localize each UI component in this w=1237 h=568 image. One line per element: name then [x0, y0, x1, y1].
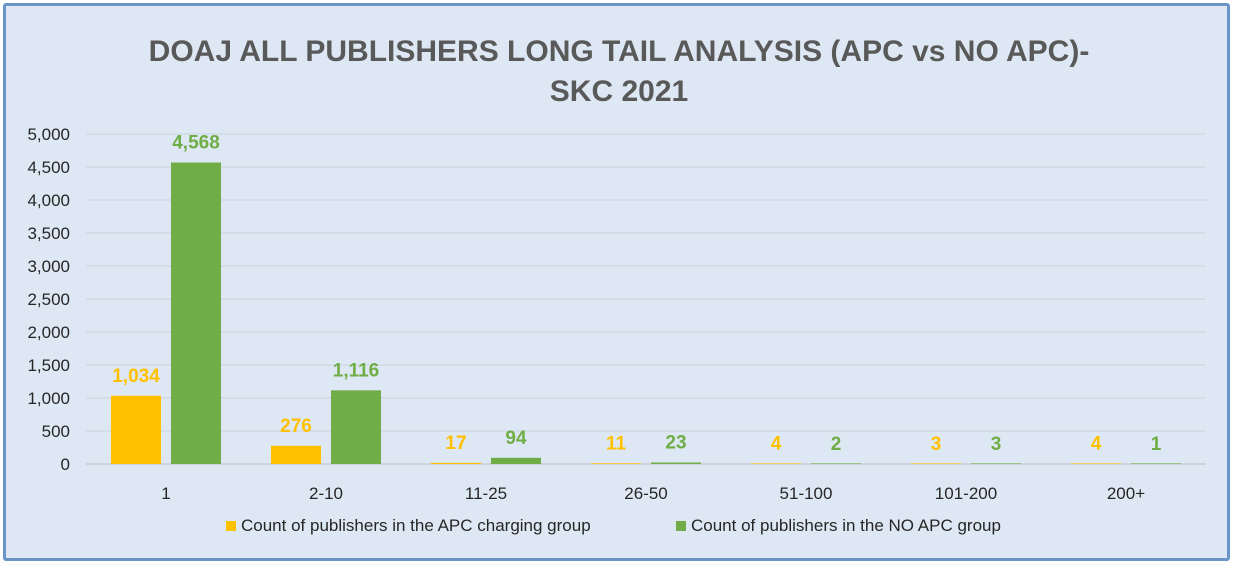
bar-no-apc: [491, 457, 541, 464]
chart-title-line-2: SKC 2021: [550, 75, 688, 108]
legend: Count of publishers in the APC charging …: [226, 516, 1001, 535]
y-tick-label: 3,000: [27, 257, 70, 276]
data-label: 1,034: [112, 366, 160, 387]
x-category-label: 2-10: [309, 484, 343, 503]
data-label: 3: [931, 434, 942, 455]
y-tick-label: 1,000: [27, 389, 70, 408]
bar-no-apc: [1131, 463, 1181, 464]
y-tick-label: 3,500: [27, 224, 70, 243]
data-label: 4: [1091, 434, 1102, 455]
bar-no-apc: [651, 462, 701, 464]
x-category-label: 26-50: [624, 484, 667, 503]
data-label: 17: [445, 433, 466, 454]
y-tick-label: 5,000: [27, 125, 70, 144]
bars: [111, 162, 1181, 464]
legend-swatch: [676, 521, 686, 531]
bar-apc: [591, 463, 641, 464]
y-tick-label: 0: [61, 455, 70, 474]
x-category-label: 11-25: [465, 484, 507, 503]
gridlines: [86, 133, 1206, 465]
data-label: 94: [505, 428, 527, 449]
legend-label: Count of publishers in the NO APC group: [691, 516, 1001, 535]
chart-svg: DOAJ ALL PUBLISHERS LONG TAIL ANALYSIS (…: [27, 35, 1206, 535]
x-category-label: 101-200: [935, 484, 997, 503]
data-label: 1,116: [333, 360, 380, 381]
bar-apc: [751, 463, 801, 464]
chart-frame: DOAJ ALL PUBLISHERS LONG TAIL ANALYSIS (…: [3, 3, 1230, 561]
legend-label: Count of publishers in the APC charging …: [241, 516, 591, 535]
y-tick-label: 2,500: [27, 290, 70, 309]
data-label: 4,568: [172, 133, 220, 154]
x-axis-categories: 1 2-10 11-25 26-50 51-100 101-200 200+: [161, 484, 1145, 503]
y-tick-label: 2,000: [27, 323, 70, 342]
data-label: 3: [991, 434, 1002, 455]
x-category-label: 51-100: [780, 484, 833, 503]
data-label: 4: [771, 434, 782, 455]
y-tick-label: 4,000: [27, 191, 70, 210]
y-axis-ticks: 0 500 1,000 1,500 2,000 2,500 3,000 3,500 4,000 4…: [27, 125, 70, 474]
x-category-label: 1: [161, 484, 170, 503]
y-tick-label: 500: [42, 422, 70, 441]
bar-no-apc: [171, 162, 221, 464]
bar-no-apc: [331, 390, 381, 464]
x-category-label: 200+: [1107, 484, 1145, 503]
data-label: 11: [606, 433, 627, 454]
chart-title-line-1: DOAJ ALL PUBLISHERS LONG TAIL ANALYSIS (…: [149, 35, 1090, 68]
data-label: 23: [665, 432, 686, 453]
bar-no-apc: [971, 463, 1021, 464]
legend-swatch: [226, 521, 236, 531]
bar-apc: [111, 395, 161, 464]
data-label: 1: [1151, 434, 1162, 455]
bar-no-apc: [811, 463, 861, 464]
y-tick-label: 4,500: [27, 158, 70, 177]
bar-apc: [911, 463, 961, 464]
data-label: 276: [280, 416, 312, 437]
bar-apc: [431, 462, 481, 464]
data-label: 2: [831, 434, 842, 455]
y-tick-label: 1,500: [27, 356, 70, 375]
bar-apc: [271, 445, 321, 464]
bar-apc: [1071, 463, 1121, 464]
